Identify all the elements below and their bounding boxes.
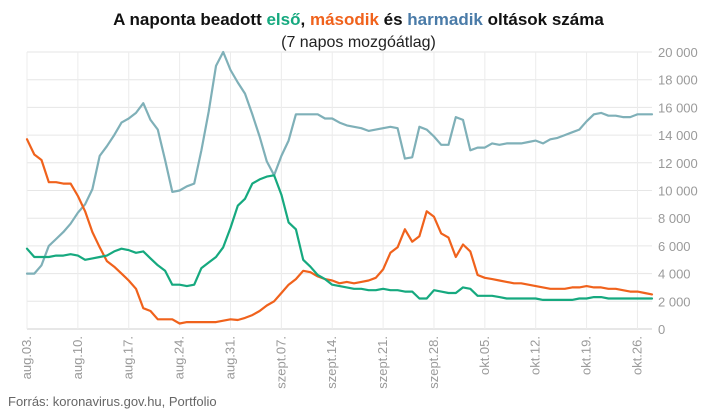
title-part: A naponta beadott (113, 10, 267, 29)
x-tick-label: aug.24. (172, 336, 187, 379)
x-tick-label: aug.03. (19, 336, 34, 379)
y-tick-label: 8 000 (658, 211, 691, 226)
y-tick-label: 12 000 (658, 156, 698, 171)
y-tick-label: 0 (658, 322, 665, 337)
y-tick-label: 10 000 (658, 184, 698, 199)
x-tick-label: okt.19. (579, 336, 594, 375)
y-tick-label: 6 000 (658, 239, 691, 254)
x-tick-label: szept.28. (426, 336, 441, 389)
y-tick-label: 2 000 (658, 294, 691, 309)
y-tick-label: 16 000 (658, 100, 698, 115)
title-part-third-dose: harmadik (407, 10, 483, 29)
x-tick-label: okt.26. (629, 336, 644, 375)
gridlines (26, 51, 652, 330)
x-tick-label: szept.14. (324, 336, 339, 389)
chart-subtitle: (7 napos mozgóátlag) (281, 34, 436, 51)
title-part: és (378, 10, 408, 29)
chart-title: A naponta beadott első, második és harma… (0, 10, 717, 30)
series-line-masodik (25, 138, 654, 325)
x-tick-label: szept.07. (273, 336, 288, 389)
title-part: , (300, 10, 310, 29)
title-part: oltások száma (482, 10, 604, 29)
y-tick-label: 14 000 (658, 128, 698, 143)
y-axis: 0 2 000 4 000 6 000 8 000 10 000 12 000 14 000 1… (658, 45, 698, 337)
title-part-second-dose: második (309, 10, 379, 29)
x-tick-label: aug.10. (70, 336, 85, 379)
source-note: Forrás: koronavirus.gov.hu, Portfolio (8, 394, 217, 409)
y-tick-label: 4 000 (658, 267, 691, 282)
y-tick-label: 18 000 (658, 73, 698, 88)
series-line-harmadik (25, 50, 654, 275)
x-tick-label: okt.12. (528, 336, 543, 375)
x-tick-label: okt.05. (477, 336, 492, 375)
series-lines (25, 50, 654, 325)
series-line-elso (25, 174, 654, 301)
title-part-first-dose: első (266, 10, 301, 29)
x-tick-label: aug.17. (121, 336, 136, 379)
y-tick-label: 20 000 (658, 45, 698, 60)
x-tick-label: szept.21. (375, 336, 390, 389)
x-axis: aug.03. aug.10. aug.17. aug.24. aug.31. szept… (19, 336, 644, 389)
x-tick-label: aug.31. (222, 336, 237, 379)
